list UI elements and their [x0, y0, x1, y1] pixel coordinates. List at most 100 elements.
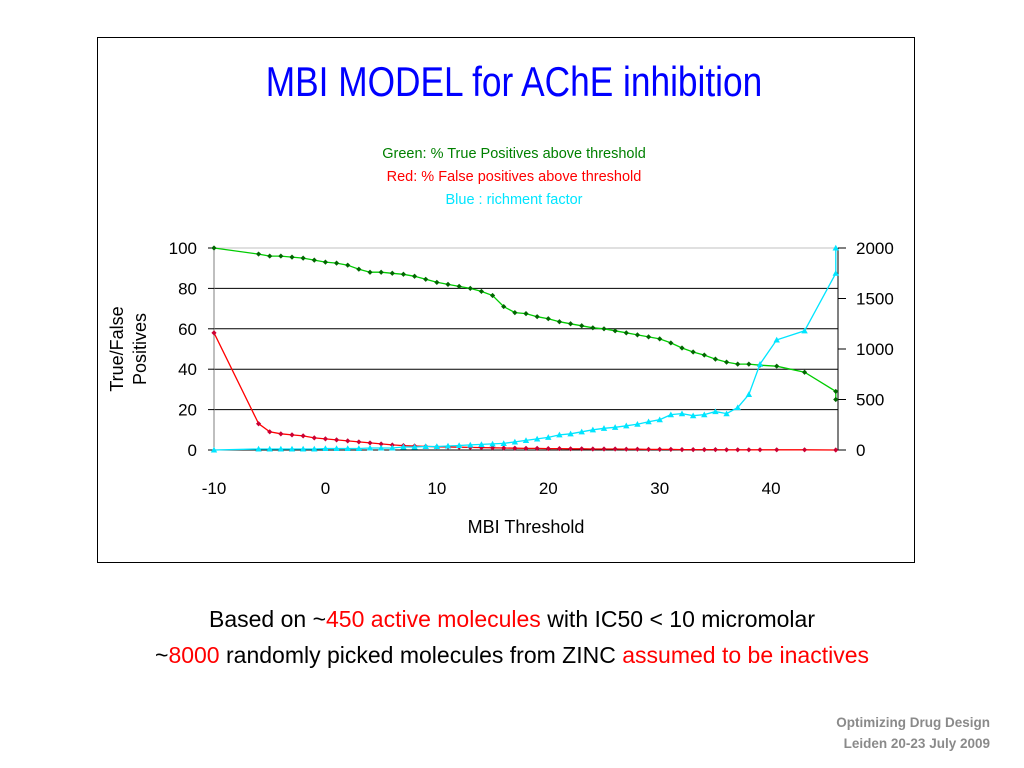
y2-tick-label: 500	[856, 391, 884, 410]
y2-tick-label: 1500	[856, 290, 894, 309]
caption-text: ~	[155, 642, 169, 668]
data-point	[601, 446, 607, 452]
data-point	[389, 444, 396, 451]
data-point	[411, 273, 418, 279]
data-point	[701, 352, 707, 358]
data-point	[255, 445, 262, 452]
data-point	[210, 446, 218, 453]
data-point	[511, 438, 519, 445]
data-point	[773, 336, 780, 343]
data-point	[322, 445, 329, 452]
data-point	[801, 369, 808, 375]
data-point	[801, 327, 808, 334]
data-point	[745, 391, 753, 398]
data-point	[322, 436, 329, 442]
data-point	[423, 276, 429, 282]
caption-highlight: assumed to be inactives	[622, 642, 869, 668]
data-point	[833, 388, 839, 395]
data-point	[356, 266, 362, 272]
data-point	[832, 244, 839, 251]
data-point	[344, 445, 351, 452]
data-point	[489, 440, 496, 447]
data-point	[278, 431, 284, 437]
data-point	[523, 445, 529, 451]
chart: MBI MODEL for AChE inhibition Green: % Tr…	[107, 59, 894, 537]
data-point	[590, 325, 596, 331]
data-point	[668, 446, 674, 452]
caption-highlight: 450 active molecules	[326, 606, 541, 632]
data-point	[723, 410, 730, 417]
data-point	[612, 328, 618, 334]
data-point	[345, 438, 351, 444]
chart-subtitle-line: Blue : richment factor	[446, 192, 583, 208]
data-point	[623, 446, 629, 452]
data-point	[289, 254, 295, 260]
data-point	[578, 428, 585, 435]
data-point	[300, 433, 306, 439]
data-point	[489, 292, 496, 299]
y-tick-label: 0	[188, 441, 197, 460]
data-point	[601, 326, 607, 332]
data-point	[255, 251, 262, 257]
data-point	[267, 253, 273, 259]
data-point	[501, 445, 507, 451]
data-point	[300, 255, 306, 261]
data-point	[712, 356, 719, 362]
data-point	[689, 412, 697, 419]
data-point	[690, 446, 696, 453]
x-tick-label: 0	[321, 479, 330, 498]
data-point	[579, 323, 585, 329]
data-point	[612, 446, 618, 452]
data-point	[211, 245, 217, 251]
data-point	[757, 447, 763, 453]
y2-tick-label: 2000	[856, 239, 894, 258]
data-point	[701, 446, 707, 453]
data-point	[311, 257, 317, 263]
data-point	[735, 447, 741, 453]
data-point	[657, 446, 663, 452]
data-point	[774, 447, 780, 453]
data-point	[422, 443, 429, 450]
data-point	[589, 426, 597, 433]
data-point	[512, 445, 518, 451]
data-point	[400, 271, 407, 277]
data-point	[801, 447, 808, 453]
data-point	[567, 430, 574, 437]
data-point	[333, 445, 340, 452]
data-point	[712, 446, 719, 453]
caption-text: Based on ~	[209, 606, 327, 632]
data-point	[657, 336, 663, 342]
data-point	[833, 396, 839, 403]
data-point	[278, 253, 284, 259]
data-point	[590, 446, 596, 452]
y-axis-label: Positives	[130, 313, 150, 385]
data-point	[267, 429, 273, 435]
data-point	[623, 330, 629, 336]
caption-text: with IC50 < 10 micromolar	[540, 606, 815, 632]
y2-tick-label: 1000	[856, 340, 894, 359]
data-point	[367, 269, 373, 275]
data-point	[445, 281, 451, 287]
data-point	[333, 437, 340, 443]
caption-line-1: Based on ~450 active molecules with IC50…	[0, 606, 1024, 633]
y-axis-label: True/False	[107, 306, 127, 391]
data-point	[478, 288, 485, 295]
y-tick-label: 100	[169, 239, 197, 258]
data-point	[723, 359, 730, 365]
data-point	[500, 440, 507, 446]
data-point	[211, 330, 217, 336]
x-tick-label: 20	[539, 479, 558, 498]
data-point	[746, 361, 752, 367]
x-tick-label: 10	[427, 479, 446, 498]
data-point	[389, 270, 395, 276]
data-point	[634, 332, 641, 338]
x-tick-label: 40	[762, 479, 781, 498]
data-point	[678, 410, 686, 417]
data-point	[545, 316, 551, 322]
chart-subtitle-line: Red: % False positives above threshold	[387, 169, 642, 185]
data-point	[523, 311, 529, 317]
chart-frame: MBI MODEL for AChE inhibition Green: % Tr…	[97, 37, 915, 563]
data-point	[534, 314, 540, 320]
series-line	[213, 248, 837, 451]
caption-line-2: ~8000 randomly picked molecules from ZIN…	[0, 642, 1024, 669]
